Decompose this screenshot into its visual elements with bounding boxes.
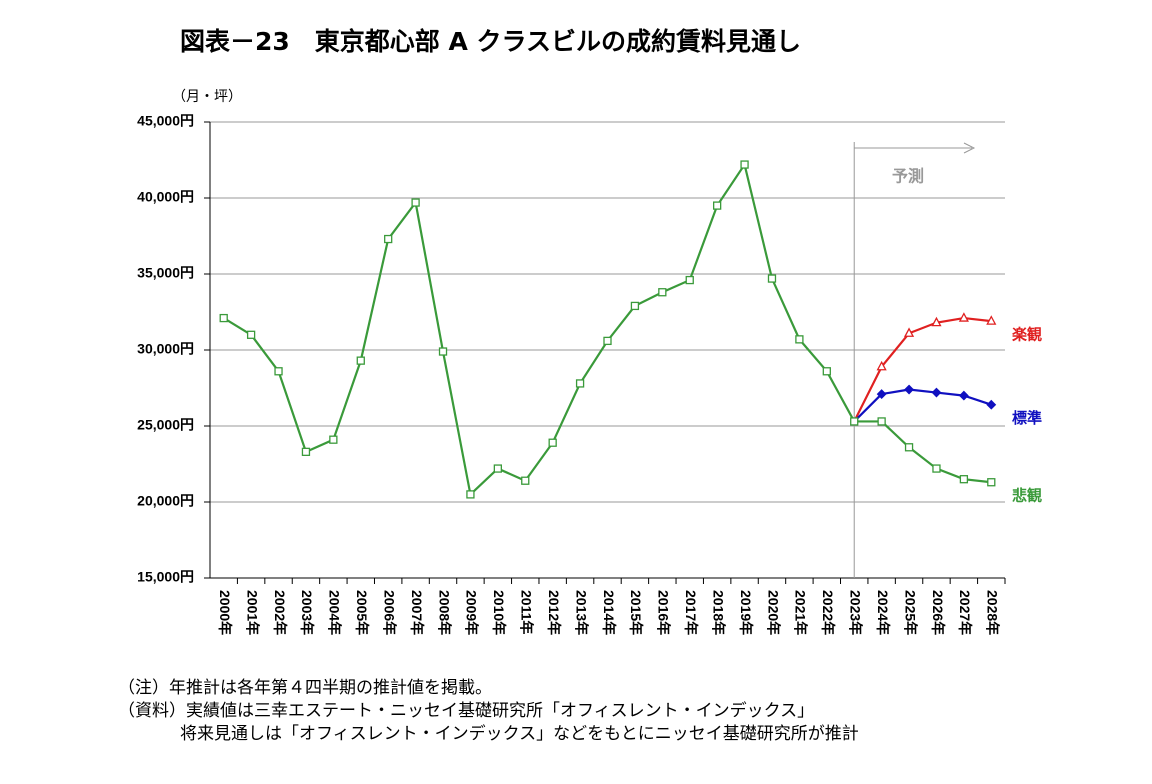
x-tick-label: 2009年 (464, 590, 480, 635)
y-tick-label: 25,000円 (137, 417, 194, 433)
y-tick-label: 15,000円 (137, 569, 194, 585)
note: （資料）実績値は三幸エステート・ニッセイ基礎研究所「オフィスレント・インデックス… (118, 700, 814, 721)
x-tick-label: 2005年 (354, 590, 370, 635)
marker (301, 447, 311, 456)
marker (931, 387, 942, 398)
y-axis-label: （月・坪） (172, 89, 242, 105)
series-line (854, 420, 992, 484)
marker (877, 417, 886, 426)
x-tick-label: 2017年 (683, 590, 699, 635)
marker (986, 315, 997, 325)
note: （注）年推計は各年第４四半期の推計値を掲載。 (118, 678, 492, 698)
marker (219, 313, 228, 323)
x-tick-label: 2028年 (985, 590, 1001, 635)
marker (903, 327, 915, 337)
marker (958, 312, 969, 322)
x-tick-label: 2016年 (656, 590, 672, 635)
marker (795, 335, 804, 344)
marker (959, 475, 969, 484)
marker (246, 330, 256, 339)
x-tick-label: 2006年 (381, 590, 397, 635)
marker (987, 478, 996, 487)
marker (958, 390, 969, 401)
x-tick-label: 2021年 (793, 590, 809, 635)
x-tick-label: 2002年 (272, 590, 288, 635)
marker (274, 367, 283, 376)
marker (822, 367, 831, 376)
x-tick-label: 2014年 (601, 590, 617, 635)
marker (575, 379, 585, 388)
marker (904, 384, 914, 395)
y-tick-label: 30,000円 (137, 341, 194, 357)
x-tick-label: 2007年 (409, 590, 425, 635)
y-tick-label: 35,000円 (137, 265, 194, 281)
marker (329, 435, 338, 444)
y-tick-label: 45,000円 (137, 113, 194, 129)
annotation: 予測 (892, 167, 924, 186)
marker (438, 347, 448, 356)
series-label: 標準 (1012, 409, 1042, 427)
chart-title: 図表－23 東京都心部 A クラスビルの成約賃料見通し (180, 27, 801, 56)
marker (658, 288, 667, 297)
x-tick-label: 2011年 (519, 590, 535, 634)
series-line (223, 161, 856, 497)
marker (931, 316, 942, 327)
marker (986, 399, 997, 410)
x-tick-label: 2008年 (436, 590, 452, 635)
x-tick-label: 2003年 (299, 590, 315, 635)
series-label: 楽観 (1012, 326, 1042, 344)
x-tick-label: 2012年 (546, 590, 562, 635)
x-tick-label: 2020年 (765, 590, 781, 635)
forecast-arrowhead (963, 142, 976, 154)
x-tick-label: 2000年 (217, 590, 233, 635)
marker (411, 198, 420, 207)
marker (493, 464, 502, 473)
x-tick-label: 2019年 (738, 590, 754, 635)
x-tick-label: 2010年 (491, 590, 507, 635)
marker (521, 476, 530, 485)
marker (932, 464, 941, 473)
marker (740, 160, 749, 169)
marker (548, 438, 557, 447)
x-tick-label: 2023年 (848, 590, 864, 635)
marker (466, 490, 475, 499)
marker (713, 201, 722, 210)
series-line (853, 388, 992, 423)
x-tick-label: 2024年 (875, 590, 891, 635)
x-tick-label: 2015年 (628, 590, 644, 635)
y-tick-label: 40,000円 (137, 189, 194, 205)
marker (876, 389, 887, 399)
marker (767, 274, 777, 283)
x-tick-label: 2025年 (902, 590, 918, 635)
marker (876, 360, 887, 371)
series-line (853, 316, 992, 422)
marker (384, 234, 393, 244)
y-tick-label: 20,000円 (137, 493, 194, 509)
marker (630, 301, 640, 311)
x-tick-label: 2026年 (930, 590, 946, 635)
x-tick-label: 2022年 (820, 590, 836, 635)
marker (356, 356, 365, 365)
note: 将来見通しは「オフィスレント・インデックス」などをもとにニッセイ基礎研究所が推計 (180, 723, 859, 744)
x-tick-label: 2013年 (573, 590, 589, 635)
marker (850, 417, 859, 426)
series-label: 悲観 (1012, 487, 1042, 505)
x-tick-label: 2004年 (327, 590, 343, 635)
x-tick-label: 2027年 (957, 590, 973, 635)
marker (603, 336, 612, 346)
marker (904, 443, 914, 452)
marker (685, 275, 694, 285)
x-tick-label: 2018年 (710, 590, 726, 635)
x-tick-label: 2001年 (244, 590, 260, 635)
